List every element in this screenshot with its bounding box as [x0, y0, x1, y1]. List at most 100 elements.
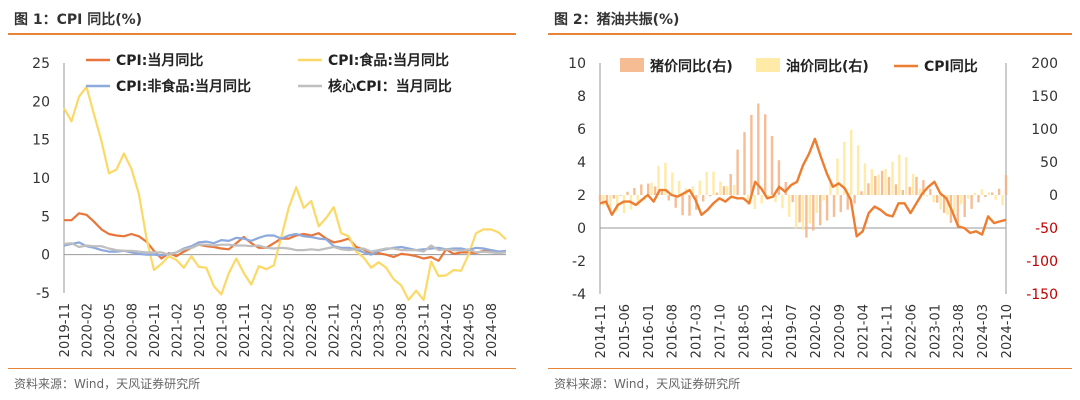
bar-0 [653, 186, 657, 195]
bar-0 [922, 180, 925, 195]
bar-1 [691, 186, 695, 195]
bar-0 [640, 184, 643, 195]
bar-1 [698, 180, 701, 195]
bar-1 [616, 195, 619, 212]
bar-1 [967, 195, 970, 199]
x-tick-label: 2022-08 [305, 303, 320, 357]
x-tick-label: 2020-05 [103, 303, 118, 357]
y-tick-label: 20 [32, 94, 50, 110]
bar-1 [911, 173, 915, 195]
bar-1 [712, 171, 715, 195]
y-left-tick-label: -4 [572, 287, 586, 303]
bar-1 [781, 195, 784, 209]
legend-label: 核心CPI：当月同比 [328, 78, 452, 95]
bar-0 [612, 195, 615, 199]
y-left-tick-label: 8 [577, 89, 586, 105]
bar-0 [598, 195, 602, 201]
bar-0 [977, 195, 980, 203]
y-right-tick-label: -100 [1026, 254, 1058, 270]
y-right-tick-label: 200 [1031, 56, 1058, 72]
bar-1 [973, 192, 977, 195]
x-tick-label: 2024-02 [440, 303, 455, 357]
x-tick-label: 2020-08 [125, 303, 140, 357]
bar-0 [887, 177, 891, 195]
bar-0 [647, 183, 650, 195]
bar-1 [1001, 195, 1004, 206]
legend-label: CPI:非食品:当月同比 [116, 78, 251, 95]
bar-0 [702, 195, 705, 202]
bar-1 [808, 195, 812, 224]
bar-1 [918, 188, 922, 195]
x-tick-label: 2023-11 [418, 303, 433, 357]
x-tick-label: 2022-11 [328, 303, 343, 357]
y-right-tick-label: -50 [1035, 221, 1058, 237]
bar-1 [788, 195, 791, 217]
bar-0 [674, 195, 677, 208]
bar-1 [891, 161, 894, 195]
x-tick-label: 2016-08 [666, 304, 681, 358]
bar-0 [626, 191, 629, 195]
bar-1 [602, 195, 605, 206]
bar-0 [970, 195, 973, 209]
x-tick-label: 2024-03 [976, 304, 991, 358]
y-right-tick-label: -150 [1026, 287, 1058, 303]
bar-0 [619, 195, 622, 196]
x-tick-label: 2023-08 [952, 304, 967, 358]
chart-title: 图 2：猪油共振(%) [554, 12, 680, 28]
series-line-1 [63, 85, 507, 301]
bar-1 [794, 195, 798, 229]
bar-1 [705, 171, 708, 195]
x-tick-label: 2014-11 [594, 304, 609, 358]
x-tick-label: 2019-11 [58, 303, 73, 357]
y-right-tick-label: 0 [1049, 188, 1058, 204]
x-tick-label: 2024-10 [1000, 304, 1015, 358]
x-tick-label: 2020-02 [809, 304, 824, 358]
bar-0 [777, 160, 781, 195]
bar-1 [877, 174, 880, 195]
bar-1 [953, 195, 956, 213]
x-tick-label: 2021-08 [215, 303, 230, 357]
bar-1 [836, 158, 839, 195]
cpi-chart-svg: -5 0 5 10 15 20 25 2019-11 2020-02 2020-05 2020-08… [32, 52, 507, 357]
bar-0 [722, 186, 726, 195]
y-tick-label: 5 [41, 209, 50, 225]
bar-1 [994, 195, 997, 200]
x-tick-label: 2023-08 [395, 303, 410, 357]
bar-1 [822, 195, 825, 201]
y-tick-label: 10 [32, 171, 50, 187]
x-tick-label: 2017-03 [690, 304, 705, 358]
x-tick-label: 2015-06 [618, 304, 633, 358]
x-tick-label: 2020-11 [148, 303, 163, 357]
bar-0 [681, 195, 684, 216]
legend-label: CPI:当月同比 [116, 52, 203, 69]
bar-0 [832, 195, 836, 217]
bar-1 [863, 163, 867, 195]
series-line-2 [63, 232, 507, 257]
source-note: 资料来源：Wind，天风证券研究所 [554, 377, 741, 391]
bar-1 [884, 168, 887, 195]
legend-label: CPI同比 [924, 58, 978, 75]
bar-1 [622, 195, 626, 214]
x-tick-label: 2020-02 [80, 303, 95, 357]
y-left-tick-label: 6 [577, 122, 586, 138]
x-tick-label: 2017-10 [713, 304, 728, 358]
bar-1 [870, 169, 873, 195]
x-tick-label: 2021-04 [857, 304, 872, 358]
bar-0 [825, 195, 829, 221]
x-tick-label: 2016-01 [642, 304, 657, 358]
bar-0 [770, 136, 774, 195]
series-line-cpi [599, 137, 1007, 238]
bar-0 [798, 195, 801, 223]
bar-1 [664, 162, 667, 195]
x-tick-label: 2024-08 [485, 303, 500, 357]
bar-0 [764, 114, 767, 195]
bar-0 [860, 191, 863, 195]
bar-0 [708, 195, 712, 197]
bar-0 [867, 183, 870, 195]
bar-0 [736, 149, 739, 195]
bar-0 [605, 195, 609, 203]
bar-0 [633, 188, 636, 195]
bar-0 [660, 191, 664, 195]
bar-1 [739, 195, 743, 196]
bar-0 [805, 195, 808, 238]
